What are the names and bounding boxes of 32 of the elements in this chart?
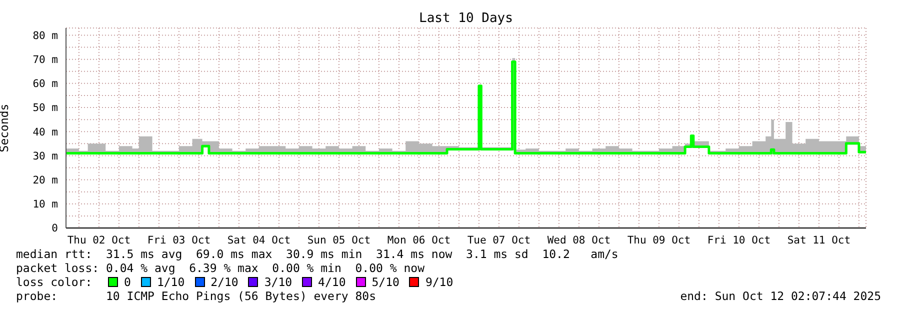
y-tick-label: 10 m xyxy=(32,198,58,211)
x-tick-label: Sat 11 Oct xyxy=(787,234,851,246)
x-tick-label: Tue 07 Oct xyxy=(467,234,531,246)
text: 4/10 xyxy=(317,275,346,289)
text: 9/10 xyxy=(424,275,454,289)
text: 1/10 xyxy=(156,275,185,289)
chart-title: Last 10 Days xyxy=(418,11,514,26)
x-tick-label: Thu 09 Oct xyxy=(627,234,691,246)
y-tick-label: 80 m xyxy=(32,30,58,42)
y-tick-label: 40 m xyxy=(32,126,58,138)
text: end: Sun Oct 12 02:07:44 2025 xyxy=(680,289,881,303)
x-tick-label: Mon 06 Oct xyxy=(387,234,451,246)
text: median rtt: 31.5 ms avg 69.0 ms max 30.9 ms min 31.4 ms now 3.1 ms sd 10.2 am/s xyxy=(16,247,618,261)
x-tick-label: Sat 04 Oct xyxy=(227,234,291,246)
x-tick-label: Wed 08 Oct xyxy=(547,234,611,246)
text: 0 xyxy=(123,275,131,289)
text: probe: 10 ICMP Echo Pings (56 Bytes) every 80s xyxy=(16,289,376,303)
y-tick-label: 50 m xyxy=(32,102,58,114)
text: loss color: xyxy=(16,275,94,289)
text: 5/10 xyxy=(370,275,400,289)
text: 2/10 xyxy=(210,275,238,289)
text: packet loss: 0.04 % avg 6.39 % max 0.00 % min 0.00 % now xyxy=(16,261,424,275)
x-tick-label: Fri 03 Oct xyxy=(147,234,211,246)
x-tick-label: Thu 02 Oct xyxy=(67,234,131,246)
text: 3/10 xyxy=(263,275,292,289)
y-tick-label: 30 m xyxy=(32,150,58,162)
x-tick-label: Sun 05 Oct xyxy=(307,234,371,246)
y-tick-label: 70 m xyxy=(32,54,58,66)
y-tick-label: 20 m xyxy=(32,174,58,187)
y-tick-label: 0 xyxy=(52,222,58,235)
x-tick-label: Fri 10 Oct xyxy=(707,234,771,246)
y-tick-label: 60 m xyxy=(32,78,58,90)
